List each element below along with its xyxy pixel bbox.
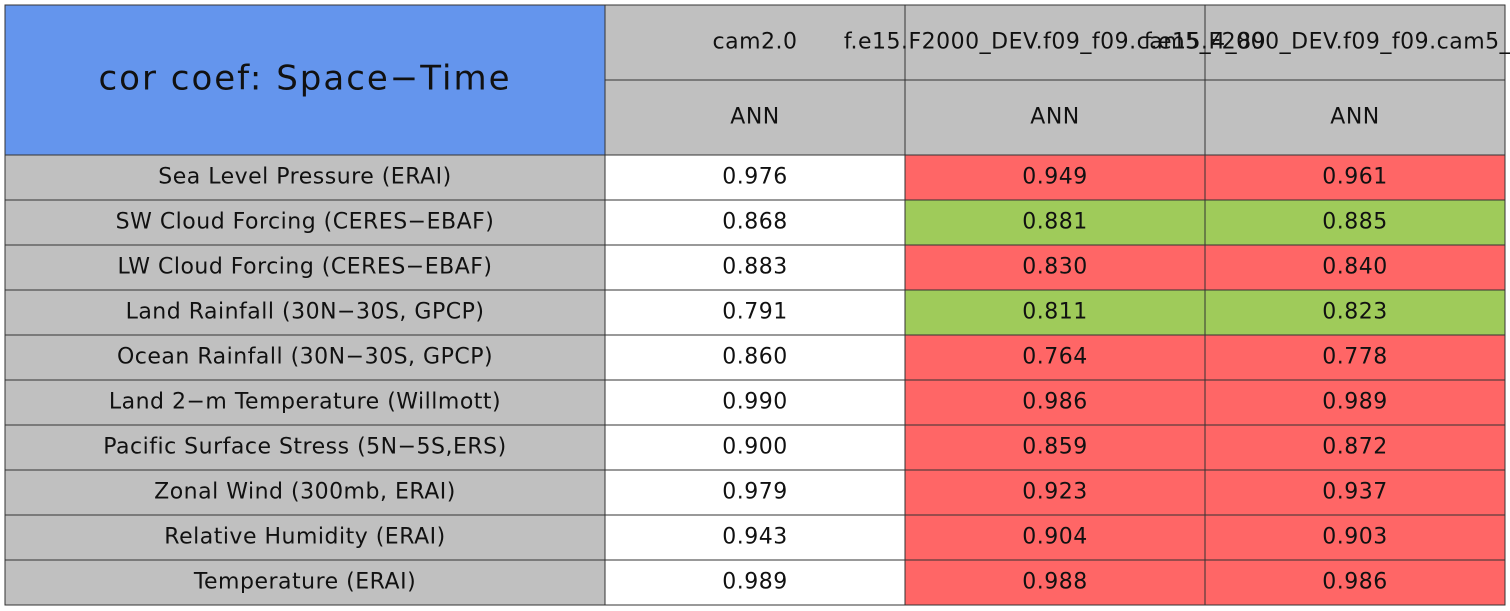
value-cell (904, 469, 1206, 516)
row-label: Relative Humidity (ERAI) (164, 525, 445, 550)
value-cell (604, 154, 906, 201)
season: ANN (1330, 105, 1379, 130)
row-label-cell (4, 469, 606, 516)
value: 0.859 (1022, 435, 1087, 460)
value: 0.860 (722, 345, 787, 370)
value-cell (1204, 199, 1506, 246)
table-title: cor coef: Space−Time (98, 59, 511, 99)
value: 0.830 (1022, 255, 1087, 280)
value: 0.904 (1022, 525, 1087, 550)
value-cell (604, 379, 906, 426)
value: 0.943 (722, 525, 787, 550)
value-cell (1204, 289, 1506, 336)
value: 0.979 (722, 480, 787, 505)
value-cell (1204, 424, 1506, 471)
value: 0.885 (1322, 210, 1387, 235)
season: ANN (1030, 105, 1079, 130)
value: 0.883 (722, 255, 787, 280)
value-cell (1204, 514, 1506, 561)
value: 0.961 (1322, 165, 1387, 190)
row-label: Ocean Rainfall (30N−30S, GPCP) (117, 345, 493, 370)
value-cell (604, 199, 906, 246)
value: 0.872 (1322, 435, 1387, 460)
value: 0.840 (1322, 255, 1387, 280)
row-label: Temperature (ERAI) (193, 570, 416, 595)
value: 0.791 (722, 300, 787, 325)
case-name: f.e15.F2000_DEV.f09_f09.cam5_4_89 (844, 30, 1266, 55)
value-cell (604, 289, 906, 336)
value: 0.949 (1022, 165, 1087, 190)
header-cell (604, 4, 906, 81)
value: 0.989 (722, 570, 787, 595)
value: 0.986 (1322, 570, 1387, 595)
value-cell (604, 559, 906, 606)
season: ANN (730, 105, 779, 130)
value: 0.811 (1022, 300, 1087, 325)
row-label-cell (4, 334, 606, 381)
value-cell (904, 334, 1206, 381)
season-cell (604, 79, 906, 156)
season-cell (904, 79, 1206, 156)
value: 0.778 (1322, 345, 1387, 370)
value-cell (604, 334, 906, 381)
value-cell (904, 154, 1206, 201)
row-label: Pacific Surface Stress (5N−5S,ERS) (103, 435, 506, 460)
row-label: SW Cloud Forcing (CERES−EBAF) (116, 210, 495, 235)
value-cell (604, 244, 906, 291)
value-cell (1204, 469, 1506, 516)
value-cell (904, 199, 1206, 246)
value: 0.923 (1022, 480, 1087, 505)
value-cell (904, 379, 1206, 426)
header-cell (904, 4, 1206, 81)
row-label-cell (4, 244, 606, 291)
row-label-cell (4, 289, 606, 336)
row-label: LW Cloud Forcing (CERES−EBAF) (117, 255, 492, 280)
case-name: cam2.0 (713, 30, 798, 55)
value: 0.990 (722, 390, 787, 415)
value: 0.976 (722, 165, 787, 190)
value: 0.823 (1322, 300, 1387, 325)
row-label-cell (4, 154, 606, 201)
row-label: Land Rainfall (30N−30S, GPCP) (126, 300, 485, 325)
value-cell (904, 244, 1206, 291)
header-cell (1204, 4, 1506, 81)
row-label: Sea Level Pressure (ERAI) (158, 165, 451, 190)
row-label: Land 2−m Temperature (Willmott) (109, 390, 501, 415)
value-cell (904, 559, 1206, 606)
row-label-cell (4, 199, 606, 246)
value-cell (604, 514, 906, 561)
value: 0.937 (1322, 480, 1387, 505)
value: 0.989 (1322, 390, 1387, 415)
value-cell (904, 514, 1206, 561)
value: 0.986 (1022, 390, 1087, 415)
row-label-cell (4, 559, 606, 606)
value-cell (1204, 334, 1506, 381)
value: 0.903 (1322, 525, 1387, 550)
value: 0.881 (1022, 210, 1087, 235)
row-label: Zonal Wind (300mb, ERAI) (154, 480, 456, 505)
value-cell (1204, 559, 1506, 606)
title-cell (4, 4, 606, 156)
value: 0.764 (1022, 345, 1087, 370)
value: 0.868 (722, 210, 787, 235)
value-cell (1204, 379, 1506, 426)
case-name: f.e15.F2000_DEV.f09_f09.cam5_4_90 (1144, 30, 1510, 55)
value: 0.900 (722, 435, 787, 460)
value-cell (904, 289, 1206, 336)
value-cell (1204, 244, 1506, 291)
value: 0.988 (1022, 570, 1087, 595)
